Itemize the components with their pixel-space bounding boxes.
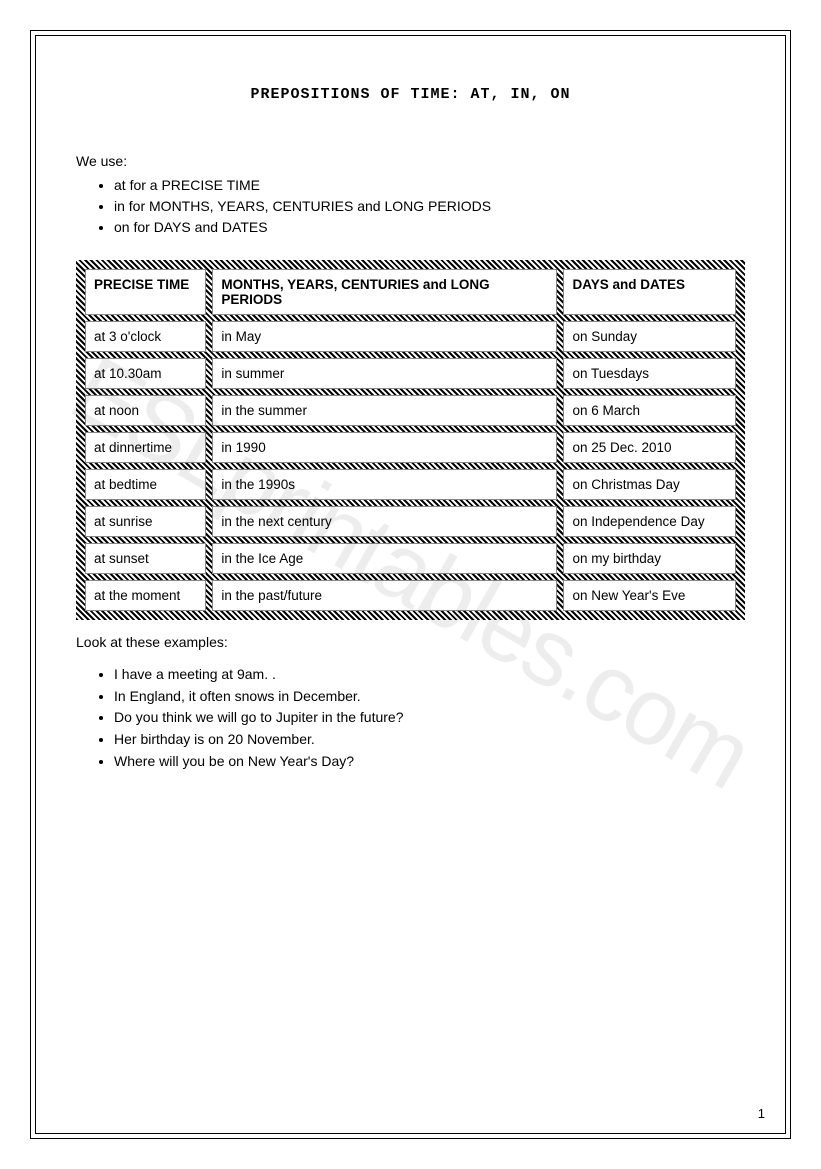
table-cell: in the summer — [212, 395, 557, 426]
table-row: at sunset in the Ice Age on my birthday — [85, 543, 736, 574]
table-cell: at the moment — [85, 580, 206, 611]
table-cell: at sunset — [85, 543, 206, 574]
table-cell: in the next century — [212, 506, 557, 537]
table-row: at 10.30am in summer on Tuesdays — [85, 358, 736, 389]
table-cell: on Christmas Day — [563, 469, 736, 500]
table-row: at sunrise in the next century on Indepe… — [85, 506, 736, 537]
table-header: PRECISE TIME — [85, 269, 206, 315]
table-cell: in May — [212, 321, 557, 352]
table-cell: on my birthday — [563, 543, 736, 574]
table-cell: at dinnertime — [85, 432, 206, 463]
table-row: at the moment in the past/future on New … — [85, 580, 736, 611]
table-row: at dinnertime in 1990 on 25 Dec. 2010 — [85, 432, 736, 463]
rule-item: at for a PRECISE TIME — [114, 175, 745, 196]
intro-text: We use: — [76, 153, 745, 169]
rule-item: on for DAYS and DATES — [114, 217, 745, 238]
table-header: MONTHS, YEARS, CENTURIES and LONG PERIOD… — [212, 269, 557, 315]
table-cell: at noon — [85, 395, 206, 426]
rule-item: in for MONTHS, YEARS, CENTURIES and LONG… — [114, 196, 745, 217]
example-item: Her birthday is on 20 November. — [114, 729, 745, 751]
table-cell: in 1990 — [212, 432, 557, 463]
table-cell: on 6 March — [563, 395, 736, 426]
example-item: In England, it often snows in December. — [114, 686, 745, 708]
table-row: at noon in the summer on 6 March — [85, 395, 736, 426]
table-cell: in the Ice Age — [212, 543, 557, 574]
prepositions-table: PRECISE TIME MONTHS, YEARS, CENTURIES an… — [76, 260, 745, 620]
table-cell: in the past/future — [212, 580, 557, 611]
table-row: at 3 o'clock in May on Sunday — [85, 321, 736, 352]
table-cell: at sunrise — [85, 506, 206, 537]
rules-list: at for a PRECISE TIME in for MONTHS, YEA… — [114, 175, 745, 238]
table-header: DAYS and DATES — [563, 269, 736, 315]
table-header-row: PRECISE TIME MONTHS, YEARS, CENTURIES an… — [85, 269, 736, 315]
examples-list: I have a meeting at 9am. . In England, i… — [114, 664, 745, 772]
example-item: Where will you be on New Year's Day? — [114, 751, 745, 773]
table-cell: on 25 Dec. 2010 — [563, 432, 736, 463]
table-cell: at 3 o'clock — [85, 321, 206, 352]
table-row: at bedtime in the 1990s on Christmas Day — [85, 469, 736, 500]
examples-intro: Look at these examples: — [76, 634, 745, 650]
table-cell: in summer — [212, 358, 557, 389]
table-cell: on Sunday — [563, 321, 736, 352]
table-cell: at 10.30am — [85, 358, 206, 389]
example-item: Do you think we will go to Jupiter in th… — [114, 707, 745, 729]
table-cell: at bedtime — [85, 469, 206, 500]
page-number: 1 — [758, 1106, 765, 1121]
example-item: I have a meeting at 9am. . — [114, 664, 745, 686]
table-cell: on Independence Day — [563, 506, 736, 537]
page-title: PREPOSITIONS OF TIME: AT, IN, ON — [76, 86, 745, 103]
table-cell: in the 1990s — [212, 469, 557, 500]
page-content: PREPOSITIONS OF TIME: AT, IN, ON We use:… — [35, 35, 786, 1134]
table-cell: on Tuesdays — [563, 358, 736, 389]
table-cell: on New Year's Eve — [563, 580, 736, 611]
